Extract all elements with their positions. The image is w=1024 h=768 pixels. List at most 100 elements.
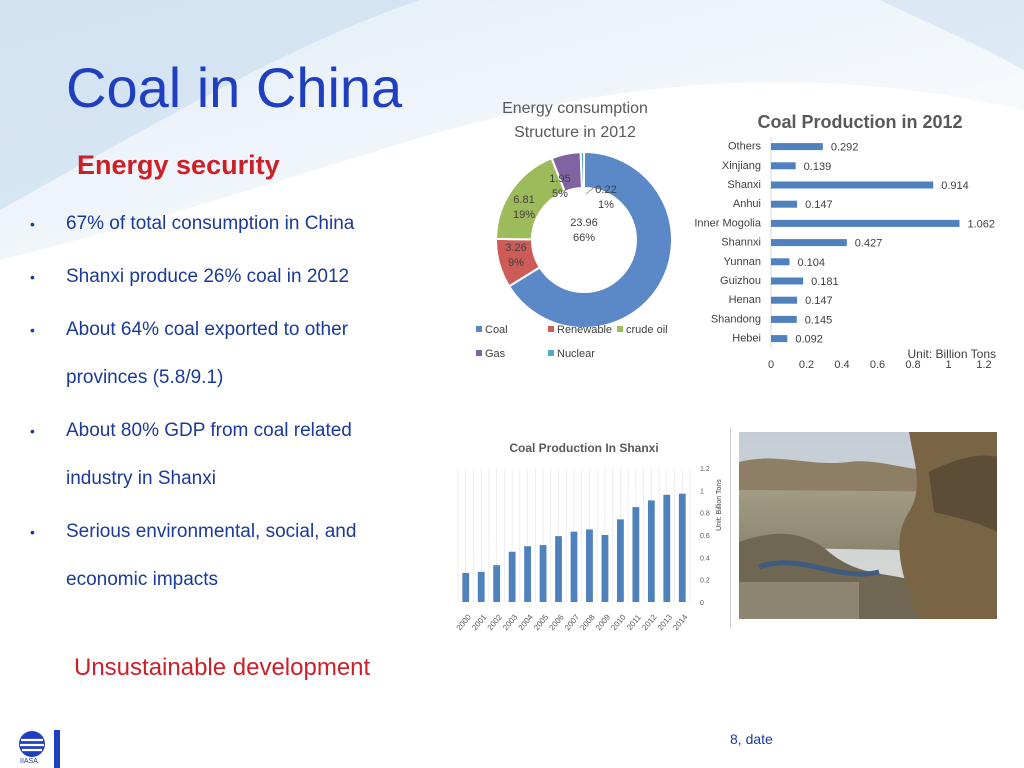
coal-production-2012-bar-chart: Coal Production in 2012 Others 0.292 Xinjia… [694, 112, 997, 371]
bar-xinjiang [771, 162, 796, 170]
legend-label: Renewable [557, 324, 612, 336]
pie-percent-label: 66% [573, 232, 595, 244]
bar-year-2013 [663, 494, 671, 602]
bar-year-2001 [477, 571, 485, 602]
bullet-text: 67% of total consumption in China [66, 213, 355, 234]
year-label: 2006 [547, 612, 566, 632]
year-label: 2010 [609, 612, 628, 632]
year-label: 2008 [578, 612, 597, 632]
bar-year-2014 [678, 493, 686, 602]
bar-others [771, 143, 823, 151]
chart-title: Coal Production in 2012 [757, 112, 962, 132]
chart-title: Coal Production In Shanxi [509, 441, 658, 455]
legend-swatch [617, 326, 623, 332]
year-label: 2014 [671, 612, 690, 632]
bar-yunnan [771, 258, 790, 266]
bullet-dot: • [30, 269, 35, 285]
leader-line [585, 184, 598, 195]
ytick-label: 0.6 [700, 533, 710, 540]
bullet-dot: • [30, 216, 35, 232]
ytick-label: 0.4 [700, 555, 710, 562]
bar-value-label: 1.062 [968, 218, 996, 230]
bullet-item: • About 80% GDP from coal related industr… [26, 407, 416, 503]
category-label: Inner Mogolia [694, 217, 762, 229]
bar-value-label: 0.145 [805, 314, 833, 326]
year-label: 2004 [517, 612, 536, 632]
year-label: 2002 [486, 612, 505, 632]
bar-shannxi [771, 239, 847, 247]
bar-year-2002 [493, 565, 501, 602]
pie-percent-label: 5% [552, 188, 568, 200]
pie-slice-coal [507, 150, 673, 329]
pie-percent-label: 1% [598, 199, 614, 211]
pie-slice-nuclear [579, 150, 585, 190]
tick-label: 0.4 [834, 359, 849, 371]
legend-label: crude oil [626, 324, 668, 336]
year-label: 2007 [563, 612, 582, 632]
ytick-label: 1.2 [700, 466, 710, 473]
pie-value-label: 6.81 [513, 194, 534, 206]
energy-structure-donut-chart: Energy consumption Structure in 2012 23.96… [476, 100, 673, 360]
pie-percent-label: 9% [508, 257, 524, 269]
iiasa-logo-icon [19, 731, 45, 757]
category-label: Anhui [733, 198, 761, 210]
conclusion-text: Unsustainable development [74, 654, 371, 681]
bullet-dot: • [30, 423, 35, 439]
bullet-item: • About 64% coal exported to other provin… [26, 306, 416, 402]
logo-bar [54, 730, 60, 768]
legend-label: Nuclear [557, 348, 595, 360]
tick-label: 0.8 [905, 359, 920, 371]
unit-label: Unit: Billion Tons [908, 347, 997, 361]
logo-text: IIASA [20, 758, 38, 765]
bar-shanxi [771, 181, 934, 189]
ytick-label: 0.2 [700, 578, 710, 585]
bar-anhui [771, 200, 798, 208]
pie-percent-label: 19% [513, 209, 535, 221]
category-label: Yunnan [724, 256, 761, 268]
category-label: Shannxi [721, 237, 761, 249]
river-landscape-photo [739, 432, 997, 619]
category-label: Others [728, 141, 762, 153]
bar-hebei [771, 335, 788, 343]
legend-swatch [548, 326, 554, 332]
chart-title: Structure in 2012 [514, 124, 636, 141]
bar-value-label: 0.139 [804, 161, 832, 173]
bullet-dot: • [30, 524, 35, 540]
year-label: 2000 [455, 612, 474, 632]
pie-value-label: 1.95 [549, 173, 570, 185]
category-label: Shanxi [727, 179, 761, 191]
bullet-text: About 64% coal exported to other provinc… [66, 319, 349, 388]
bar-year-2012 [647, 500, 655, 602]
bar-value-label: 0.427 [855, 238, 883, 250]
bar-value-label: 0.147 [805, 295, 833, 307]
bar-henan [771, 296, 798, 304]
bullet-list: • 67% of total consumption in China • Shan… [26, 200, 416, 604]
bar-guizhou [771, 277, 804, 285]
year-label: 2013 [656, 612, 675, 632]
bar-value-label: 0.104 [797, 257, 825, 269]
year-label: 2012 [640, 612, 659, 632]
bullet-text: Serious environmental, social, and econo… [66, 521, 357, 590]
year-label: 2005 [532, 612, 551, 632]
bullet-item: • 67% of total consumption in China [26, 200, 416, 248]
bar-year-2003 [508, 551, 516, 602]
year-label: 2011 [625, 612, 643, 631]
pie-value-label: 3.26 [505, 242, 526, 254]
bar-value-label: 0.181 [811, 276, 839, 288]
bullet-text: Shanxi produce 26% coal in 2012 [66, 266, 350, 287]
bar-shandong [771, 315, 797, 323]
bar-year-2009 [601, 535, 609, 602]
tick-label: 0.2 [799, 359, 814, 371]
legend-label: Coal [485, 324, 508, 336]
bar-year-2007 [570, 531, 578, 602]
pie-value-label: 23.96 [570, 217, 598, 229]
bar-year-2000 [462, 572, 470, 602]
year-label: 2001 [470, 612, 489, 632]
legend-label: Gas [485, 348, 506, 360]
tick-label: 0 [768, 359, 774, 371]
category-label: Hebei [732, 333, 761, 345]
bar-inner-mogolia [771, 219, 960, 227]
bar-value-label: 0.092 [795, 334, 823, 346]
year-label: 2009 [594, 612, 613, 632]
